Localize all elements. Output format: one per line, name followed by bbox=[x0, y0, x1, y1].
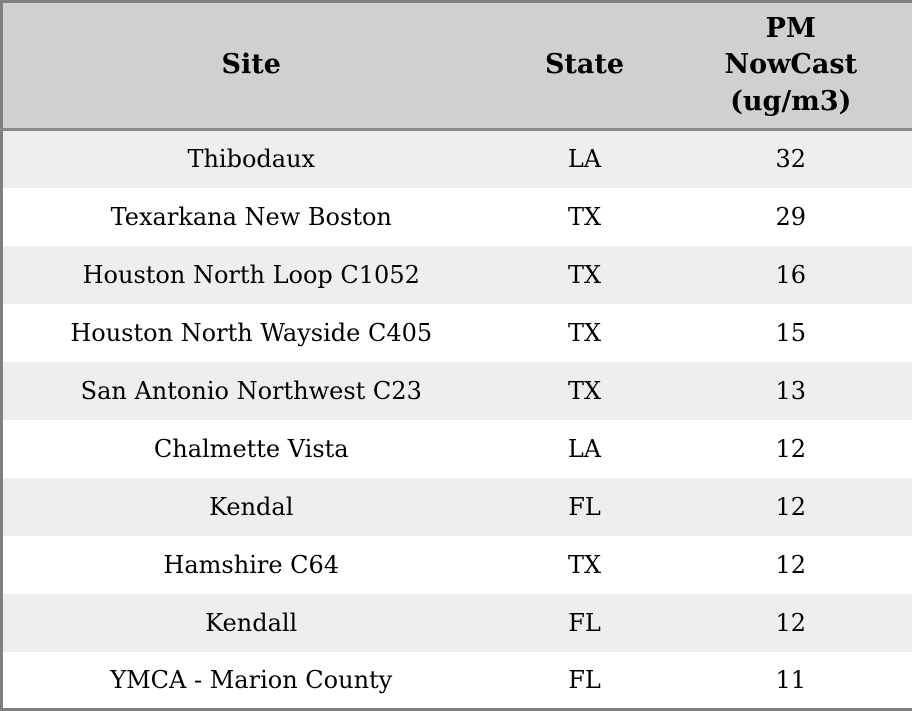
column-header-pm-nowcast: PM NowCast (ug/m3) bbox=[669, 1, 912, 131]
state-cell: FL bbox=[568, 492, 601, 521]
table-row: Kendal FL 12 bbox=[1, 477, 912, 536]
site-cell: YMCA - Marion County bbox=[110, 665, 393, 694]
column-header-pm-nowcast-label: PM NowCast (ug/m3) bbox=[724, 12, 858, 117]
pm-nowcast-cell: 12 bbox=[775, 434, 807, 463]
table-row: YMCA - Marion County FL 11 bbox=[1, 651, 912, 710]
pm-nowcast-cell: 13 bbox=[775, 376, 807, 405]
pm-nowcast-cell: 29 bbox=[775, 202, 807, 231]
state-cell: TX bbox=[567, 550, 602, 579]
column-header-site: Site bbox=[1, 1, 500, 131]
table-row: Houston North Wayside C405 TX 15 bbox=[1, 303, 912, 362]
column-header-state-label: State bbox=[544, 49, 625, 81]
pm-nowcast-cell: 32 bbox=[775, 145, 807, 174]
site-cell: Texarkana New Boston bbox=[110, 202, 392, 231]
state-cell: FL bbox=[568, 665, 601, 694]
table-row: Kendall FL 12 bbox=[1, 593, 912, 652]
state-cell: LA bbox=[567, 434, 602, 463]
table-row: Thibodaux LA 32 bbox=[1, 129, 912, 188]
column-header-state: State bbox=[499, 1, 670, 131]
site-cell: Hamshire C64 bbox=[163, 550, 340, 579]
site-cell: Kendal bbox=[209, 492, 294, 521]
state-cell: TX bbox=[567, 318, 602, 347]
site-cell: Houston North Wayside C405 bbox=[70, 318, 433, 347]
pm-nowcast-cell: 12 bbox=[775, 492, 807, 521]
table-row: San Antonio Northwest C23 TX 13 bbox=[1, 361, 912, 420]
site-cell: San Antonio Northwest C23 bbox=[80, 376, 422, 405]
pm-nowcast-cell: 12 bbox=[775, 550, 807, 579]
table-row: Chalmette Vista LA 12 bbox=[1, 419, 912, 478]
site-cell: Houston North Loop C1052 bbox=[82, 260, 420, 289]
state-cell: LA bbox=[567, 145, 602, 174]
table-row: Houston North Loop C1052 TX 16 bbox=[1, 245, 912, 304]
pm-nowcast-cell: 16 bbox=[775, 260, 807, 289]
site-cell: Kendall bbox=[205, 608, 298, 637]
header-row: Site State PM NowCast (ug/m3) bbox=[1, 1, 912, 131]
table-row: Texarkana New Boston TX 29 bbox=[1, 187, 912, 246]
state-cell: TX bbox=[567, 376, 602, 405]
site-cell: Thibodaux bbox=[187, 145, 316, 174]
pm-nowcast-cell: 12 bbox=[775, 608, 807, 637]
table-row: Hamshire C64 TX 12 bbox=[1, 535, 912, 594]
pm-nowcast-cell: 11 bbox=[775, 665, 807, 694]
state-cell: TX bbox=[567, 202, 602, 231]
site-cell: Chalmette Vista bbox=[153, 434, 349, 463]
column-header-site-label: Site bbox=[221, 49, 281, 81]
state-cell: TX bbox=[567, 260, 602, 289]
pm-nowcast-cell: 15 bbox=[775, 318, 807, 347]
state-cell: FL bbox=[568, 608, 601, 637]
